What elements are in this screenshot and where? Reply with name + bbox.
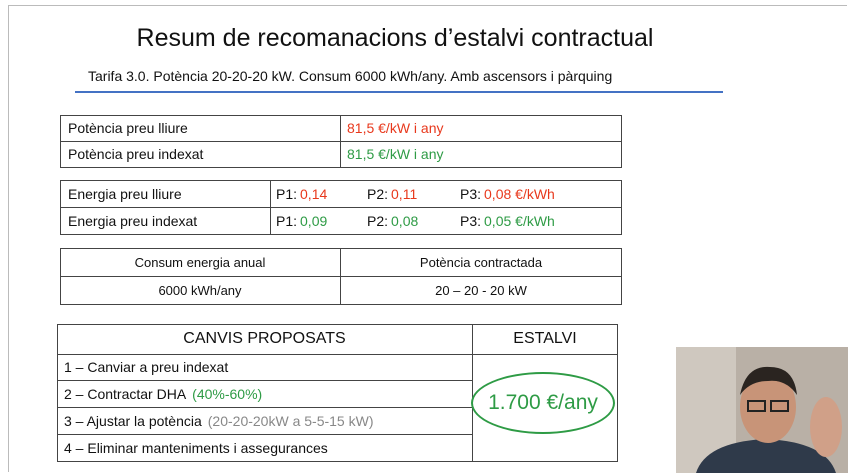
underline bbox=[75, 91, 723, 93]
value: 81,5 €/kW i any bbox=[347, 120, 444, 136]
proposal: 4 – Eliminar manteniments i assegurances bbox=[64, 434, 328, 461]
period: P3: 0,08 €/kWh bbox=[460, 180, 555, 207]
row-line bbox=[60, 276, 622, 277]
header: Potència contractada bbox=[419, 254, 543, 270]
subtitle: Tarifa 3.0. Potència 20-20-20 kW. Consum… bbox=[88, 68, 613, 84]
savings-oval: 1.700 €/any bbox=[471, 372, 615, 434]
shirt bbox=[696, 439, 836, 473]
row-line bbox=[60, 207, 622, 208]
row-line bbox=[57, 354, 618, 355]
period-name: P1: bbox=[276, 185, 298, 202]
period-name: P2: bbox=[367, 185, 389, 202]
period-name: P3: bbox=[460, 212, 482, 229]
proposal-note: (40%-60%) bbox=[192, 385, 263, 402]
face bbox=[740, 371, 796, 443]
glasses bbox=[770, 400, 789, 412]
glasses bbox=[747, 400, 766, 412]
cell: 20 – 20 - 20 kW bbox=[435, 282, 527, 298]
webcam-video bbox=[676, 347, 848, 473]
col-line bbox=[340, 248, 341, 305]
header: CANVIS PROPOSATS bbox=[183, 330, 346, 347]
row-line bbox=[57, 407, 472, 408]
label: Potència preu lliure bbox=[68, 120, 188, 136]
hair bbox=[740, 366, 797, 395]
col-line bbox=[270, 180, 271, 235]
value: 81,5 €/kW i any bbox=[347, 146, 444, 162]
period-price: 0,05 €/kWh bbox=[484, 212, 555, 229]
cell: 6000 kWh/any bbox=[158, 282, 242, 298]
title: Resum de recomanacions d’estalvi contrac… bbox=[136, 24, 654, 52]
proposal-text: 2 – Contractar DHA bbox=[64, 385, 187, 402]
label: Energia preu lliure bbox=[68, 185, 182, 202]
row-line bbox=[57, 380, 472, 381]
col-line bbox=[472, 324, 473, 462]
proposal: 1 – Canviar a preu indexat bbox=[64, 354, 228, 380]
period-price: 0,09 bbox=[300, 212, 328, 229]
period-price: 0,11 bbox=[391, 185, 418, 202]
period: P3: 0,05 €/kWh bbox=[460, 207, 555, 234]
col-line bbox=[340, 115, 341, 168]
proposals-table bbox=[57, 324, 618, 462]
proposal: 2 – Contractar DHA (40%-60%) bbox=[64, 380, 262, 407]
period-name: P2: bbox=[367, 212, 389, 229]
proposal-text: 4 – Eliminar manteniments i assegurances bbox=[64, 439, 328, 456]
proposal-text: 1 – Canviar a preu indexat bbox=[64, 359, 229, 375]
period-name: P3: bbox=[460, 185, 482, 202]
proposal: 3 – Ajustar la potència (20-20-20kW a 5-5… bbox=[64, 407, 373, 434]
hand bbox=[810, 397, 842, 457]
period: P1: 0,14 bbox=[276, 180, 327, 207]
proposal-text: 3 – Ajustar la potència bbox=[64, 412, 202, 429]
period: P1: 0,09 bbox=[276, 207, 327, 234]
proposal-note: (20-20-20kW a 5-5-15 kW) bbox=[207, 412, 374, 429]
slide-frame bbox=[8, 5, 847, 472]
period-price: 0,08 bbox=[391, 212, 419, 229]
period: P2: 0,08 bbox=[367, 207, 418, 234]
period-name: P1: bbox=[276, 212, 298, 229]
period-price: 0,08 €/kWh bbox=[484, 185, 555, 202]
header: ESTALVI bbox=[513, 330, 577, 347]
header: Consum energia anual bbox=[134, 254, 266, 270]
label: Energia preu indexat bbox=[68, 212, 198, 229]
label: Potència preu indexat bbox=[68, 146, 204, 162]
row-line bbox=[57, 434, 472, 435]
period-price: 0,14 bbox=[300, 185, 328, 202]
row-line bbox=[60, 141, 622, 142]
period: P2: 0,11 bbox=[367, 180, 417, 207]
